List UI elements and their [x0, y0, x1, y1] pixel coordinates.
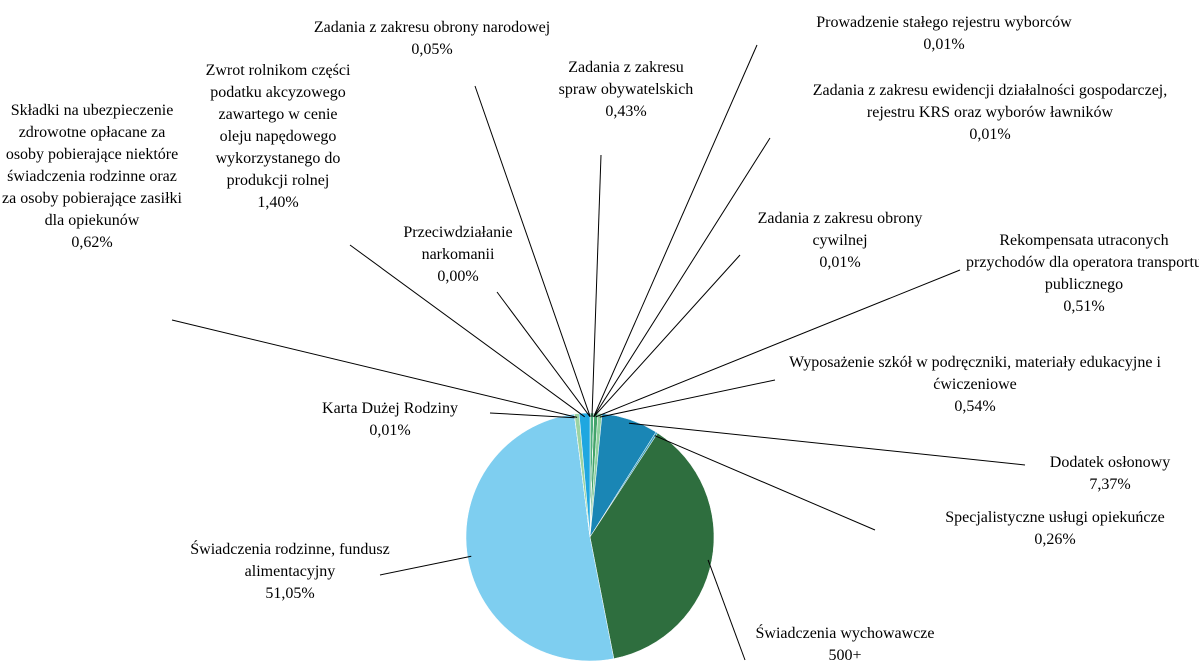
- slice-label: Zadania z zakresu obrony cywilnej 0,01%: [750, 208, 930, 274]
- value-label: 0,01%: [369, 422, 411, 439]
- value-label: 0,26%: [1034, 531, 1076, 548]
- leader-line: [474, 85, 591, 417]
- leader-line: [496, 291, 591, 418]
- category-name: Rekompensata utraconych przychodów dla o…: [966, 232, 1199, 293]
- value-label: 0,01%: [969, 126, 1011, 143]
- value-label: 0,01%: [923, 36, 965, 53]
- leader-line: [595, 269, 961, 418]
- value-label: 0,00%: [437, 268, 479, 285]
- pie-slice: [589, 432, 715, 659]
- slice-label: Specjalistyczne usługi opiekuńcze 0,26%: [865, 507, 1199, 551]
- category-name: Składki na ubezpieczenie zdrowotne opłac…: [2, 102, 182, 229]
- value-label: 0,01%: [819, 254, 861, 271]
- slice-label: Zadania z zakresu spraw obywatelskich 0,4…: [556, 57, 696, 123]
- leader-line: [591, 154, 602, 417]
- category-name: Karta Dużej Rodziny: [322, 400, 458, 417]
- category-name: Dodatek osłonowy: [1049, 454, 1171, 471]
- category-name: Przeciwdziałanie narkomanii: [403, 224, 513, 263]
- category-name: Zadania z zakresu spraw obywatelskich: [558, 59, 694, 98]
- slice-label: Wyposażenie szkół w podręczniki, materia…: [765, 352, 1185, 418]
- leader-line: [349, 244, 586, 418]
- leader-line: [593, 254, 741, 418]
- value-label: 0,51%: [1063, 298, 1105, 315]
- slice-label: Dodatek osłonowy 7,37%: [1010, 452, 1199, 496]
- category-name: Świadczenia wychowawcze 500+: [755, 625, 935, 661]
- category-name: Zadania z zakresu ewidencji działalności…: [812, 82, 1168, 121]
- category-name: Specjalistyczne usługi opiekuńcze: [945, 509, 1165, 526]
- slice-label: Zadania z zakresu obrony narodowej 0,05%: [312, 17, 552, 61]
- value-label: 51,05%: [265, 585, 315, 602]
- slice-label: Zadania z zakresu ewidencji działalności…: [800, 80, 1180, 146]
- category-name: Zwrot rolnikom części podatku akcyzowego…: [205, 62, 351, 189]
- slice-label: Przeciwdziałanie narkomanii 0,00%: [378, 222, 538, 288]
- category-name: Świadczenia rodzinne, fundusz alimentacy…: [190, 541, 390, 580]
- leader-line: [171, 319, 578, 418]
- pie-slice: [578, 412, 591, 538]
- leader-line: [654, 435, 876, 531]
- leader-line: [489, 412, 575, 419]
- slice-label: Zwrot rolnikom części podatku akcyzowego…: [203, 60, 353, 214]
- category-name: Wyposażenie szkół w podręczniki, materia…: [789, 354, 1161, 393]
- category-name: Zadania z zakresu obrony narodowej: [313, 19, 551, 36]
- value-label: 7,37%: [1089, 476, 1131, 493]
- category-name: Zadania z zakresu obrony cywilnej: [757, 210, 923, 249]
- slice-label: Rekompensata utraconych przychodów dla o…: [964, 230, 1199, 318]
- leader-line: [379, 555, 472, 576]
- slice-label: Świadczenia wychowawcze 500+37,73%: [745, 623, 945, 661]
- value-label: 0,54%: [954, 398, 996, 415]
- slice-label: Świadczenia rodzinne, fundusz alimentacy…: [160, 539, 420, 605]
- slice-label: Prowadzenie stałego rejestru wyborców 0,0…: [764, 12, 1124, 56]
- value-label: 0,43%: [605, 103, 647, 120]
- category-name: Prowadzenie stałego rejestru wyborców: [816, 14, 1072, 31]
- slice-label: Karta Dużej Rodziny 0,01%: [290, 398, 490, 442]
- value-label: 0,62%: [71, 234, 113, 251]
- leader-line: [593, 137, 771, 418]
- leader-line: [593, 44, 758, 417]
- leader-line: [599, 379, 776, 418]
- slice-label: Składki na ubezpieczenie zdrowotne opłac…: [2, 100, 182, 254]
- leader-line: [707, 559, 746, 661]
- value-label: 0,05%: [411, 41, 453, 58]
- value-label: 1,40%: [257, 194, 299, 211]
- leader-line: [628, 422, 1026, 466]
